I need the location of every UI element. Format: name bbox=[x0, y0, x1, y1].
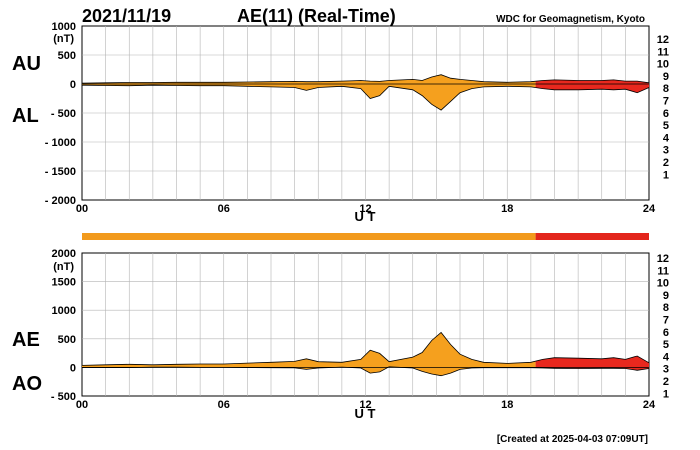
chart-title: AE(11) (Real-Time) bbox=[237, 6, 396, 26]
ae-ao-y-tick-label: - 500 bbox=[51, 391, 76, 403]
au-al-area-orange bbox=[82, 74, 536, 111]
au-al-legend-level: 4 bbox=[663, 132, 670, 144]
chart-source: WDC for Geomagnetism, Kyoto bbox=[496, 14, 645, 25]
ae-ao-x-tick-label: 06 bbox=[218, 399, 230, 411]
au-al-x-ticks: 00 06 12 18 24 bbox=[76, 203, 656, 215]
ae-ao-legend-level: 1 bbox=[663, 388, 669, 400]
au-al-upper-line bbox=[81, 74, 650, 84]
ae-ao-y-ticks: 2000 1500 1000 500 0 - 500 bbox=[51, 248, 76, 403]
au-al-legend-level: 12 bbox=[657, 34, 669, 46]
ae-ao-legend-level: 9 bbox=[663, 290, 669, 302]
ae-ao-legend-level: 6 bbox=[663, 327, 669, 339]
ae-ao-grid bbox=[82, 253, 649, 396]
al-series-label: AL bbox=[12, 105, 39, 127]
au-al-y-tick-label: 1000 bbox=[52, 21, 76, 33]
ae-ao-y-tick-label: 1000 bbox=[52, 305, 76, 317]
ae-ao-y-tick-label: 2000 bbox=[52, 248, 76, 260]
au-series-label: AU bbox=[12, 53, 41, 75]
au-al-legend-level: 10 bbox=[657, 59, 669, 71]
au-al-legend-level: 9 bbox=[663, 71, 669, 83]
ae-ao-x-tick-label: 24 bbox=[643, 399, 656, 411]
au-al-y-tick-label: - 2000 bbox=[45, 195, 76, 207]
au-al-y-ticks: 1000 500 0 - 500 - 1000 - 1500 - 2000 bbox=[45, 21, 76, 207]
ae-ao-x-tick-label: 00 bbox=[76, 399, 88, 411]
au-al-x-axis-label: U T bbox=[355, 209, 376, 224]
ae-ao-legend-level: 10 bbox=[657, 278, 669, 290]
au-al-legend-level: 6 bbox=[663, 108, 669, 120]
ae-ao-legend-level: 2 bbox=[663, 376, 669, 388]
ae-ao-upper-line bbox=[81, 331, 650, 366]
ae-ao-legend-level: 3 bbox=[663, 364, 669, 376]
ae-ao-legend-level: 5 bbox=[663, 339, 669, 351]
ae-ao-legend-level: 11 bbox=[657, 265, 669, 277]
au-al-legend-level: 7 bbox=[663, 96, 669, 108]
au-al-y-tick-label: 0 bbox=[70, 79, 76, 91]
au-al-x-tick-label: 12 bbox=[359, 203, 371, 215]
au-al-lower-line bbox=[81, 84, 650, 111]
ae-ao-data bbox=[81, 331, 650, 377]
au-al-legend-level: 8 bbox=[663, 83, 669, 95]
chart-date: 2021/11/19 bbox=[82, 6, 171, 26]
ae-series-label: AE bbox=[12, 329, 40, 351]
ae-ao-y-tick-label: 500 bbox=[58, 334, 76, 346]
au-al-x-tick-label: 00 bbox=[76, 203, 88, 215]
ae-ao-x-axis-label: U T bbox=[355, 406, 376, 421]
au-al-y-tick-label: - 500 bbox=[51, 108, 76, 120]
au-al-data bbox=[81, 74, 650, 111]
ae-ao-legend-level: 8 bbox=[663, 302, 669, 314]
au-al-x-tick-label: 06 bbox=[218, 203, 230, 215]
ao-series-label: AO bbox=[12, 373, 42, 395]
ae-ao-y-tick-label: 0 bbox=[70, 362, 76, 374]
au-al-legend-level: 3 bbox=[663, 145, 669, 157]
ae-ao-x-tick-label: 12 bbox=[359, 399, 371, 411]
ae-ao-area-orange bbox=[82, 332, 536, 376]
ae-ao-x-tick-label: 18 bbox=[501, 399, 513, 411]
ae-ao-y-tick-label: 1500 bbox=[52, 277, 76, 289]
activity-bar-red bbox=[535, 233, 649, 240]
activity-bar bbox=[82, 233, 649, 240]
ae-ao-legend-level: 4 bbox=[663, 351, 670, 363]
au-al-unit: (nT) bbox=[53, 33, 74, 45]
ae-ao-legend-level: 12 bbox=[657, 253, 669, 265]
au-al-legend-level: 1 bbox=[663, 169, 669, 181]
created-timestamp: [Created at 2025-04-03 07:09UT] bbox=[497, 434, 648, 445]
ae-ao-x-ticks: 00 06 12 18 24 bbox=[76, 399, 656, 411]
ae-ao-unit: (nT) bbox=[53, 261, 74, 273]
au-al-grid bbox=[82, 26, 649, 200]
au-al-legend-level: 11 bbox=[657, 46, 669, 58]
ae-ao-legend-level: 7 bbox=[663, 315, 669, 327]
au-al-x-tick-label: 18 bbox=[501, 203, 513, 215]
activity-bar-orange bbox=[82, 233, 536, 240]
ae-ao-area-red bbox=[535, 356, 649, 371]
au-al-legend-level: 2 bbox=[663, 157, 669, 169]
au-al-legend-level: 5 bbox=[663, 120, 669, 132]
au-al-y-tick-label: - 1500 bbox=[45, 166, 76, 178]
au-al-y-tick-label: 500 bbox=[58, 50, 76, 62]
au-al-y-tick-label: - 1000 bbox=[45, 137, 76, 149]
au-al-x-tick-label: 24 bbox=[643, 203, 656, 215]
